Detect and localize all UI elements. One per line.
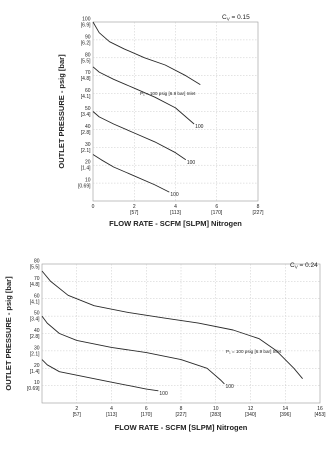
x-tick-label: 10	[213, 406, 219, 412]
x-tick-sub-label: [227]	[252, 210, 264, 216]
y-axis-title: OUTLET PRESSURE - psig [bar]	[4, 276, 13, 391]
y-tick-label: 80	[85, 52, 91, 58]
x-tick-sub-label: [396]	[280, 412, 292, 418]
y-tick-label: 20	[85, 160, 91, 166]
inlet-pressure-annotation: P₁ = 100 psig [6.9 bar] Inlet	[140, 91, 196, 96]
series-end-label-3: 100	[159, 391, 168, 397]
y-tick-sub-label: [2.1]	[30, 351, 40, 357]
x-axis-title: FLOW RATE - SCFM [SLPM] Nitrogen	[109, 219, 242, 228]
y-tick-sub-label: [2.8]	[30, 334, 40, 340]
series-line-3	[41, 359, 159, 392]
y-tick-sub-label: [6.9]	[81, 23, 91, 29]
series-line-2	[41, 315, 225, 385]
y-tick-label: 30	[34, 345, 40, 351]
y-tick-label: 30	[85, 142, 91, 148]
x-tick-sub-label: [113]	[170, 210, 181, 216]
x-tick-label: 6	[215, 204, 218, 210]
x-tick-sub-label: [227]	[175, 412, 187, 418]
series-end-label-2: 100	[225, 384, 234, 390]
y-tick-sub-label: [0.69]	[78, 184, 91, 190]
y-tick-sub-label: [0.69]	[27, 386, 40, 392]
y-tick-sub-label: [4.8]	[81, 76, 91, 82]
x-tick-sub-label: [113]	[106, 412, 117, 418]
y-tick-label: 70	[85, 70, 91, 76]
y-tick-label: 10	[85, 178, 91, 184]
y-tick-label: 50	[85, 106, 91, 112]
x-tick-label: 4	[110, 406, 113, 412]
inlet-pressure-annotation: P₁ = 100 psig [6.9 bar] Inlet	[226, 349, 282, 354]
y-tick-sub-label: [5.5]	[30, 265, 40, 271]
series-line-1	[92, 21, 201, 85]
y-tick-label: 60	[85, 88, 91, 94]
y-tick-sub-label: [4.1]	[30, 299, 40, 305]
series-end-label-4: 100	[170, 192, 179, 198]
y-tick-label: 50	[34, 311, 40, 317]
y-tick-label: 90	[85, 34, 91, 40]
x-tick-sub-label: [170]	[211, 210, 223, 216]
x-tick-label: 0	[92, 204, 95, 210]
x-tick-label: 8	[257, 204, 260, 210]
y-tick-sub-label: [5.5]	[81, 58, 91, 64]
cv-label: CV = 0.15	[222, 14, 250, 22]
series-end-label-2: 100	[195, 124, 204, 130]
y-tick-label: 100	[82, 17, 91, 23]
chart-cv-024-svg: 10[0.69]20[1.4]30[2.1]40[2.8]50[3.4]60[4…	[4, 259, 326, 433]
y-axis-title: OUTLET PRESSURE - psig [bar]	[57, 54, 66, 169]
series-line-3	[92, 111, 187, 161]
x-tick-sub-label: [340]	[245, 412, 257, 418]
chart-cv-015-svg: 10[0.69]20[1.4]30[2.1]40[2.8]50[3.4]60[4…	[57, 14, 264, 228]
x-tick-sub-label: [57]	[73, 412, 82, 418]
y-tick-sub-label: [1.4]	[81, 166, 91, 172]
y-tick-sub-label: [3.4]	[81, 112, 91, 118]
chart-cv-015: 10 [0.69] 20 [1.4] 30 [2.1] 40 [2.8] 50 [3.4] 60 [4…	[57, 14, 264, 228]
x-tick-label: 14	[282, 406, 288, 412]
x-tick-label: 16	[317, 406, 323, 412]
x-tick-label: 2	[75, 406, 78, 412]
y-tick-sub-label: [4.8]	[30, 282, 40, 288]
x-axis-title: FLOW RATE - SCFM [SLPM] Nitrogen	[115, 423, 248, 432]
series-line-2	[92, 66, 195, 125]
x-tick-label: 2	[133, 204, 136, 210]
y-tick-sub-label: [2.8]	[81, 130, 91, 136]
x-tick-sub-label: [453]	[314, 412, 326, 418]
cv-label: CV = 0.24	[290, 262, 318, 270]
series-end-label-3: 100	[187, 160, 196, 166]
y-tick-sub-label: [4.1]	[81, 94, 91, 100]
x-tick-label: 12	[248, 406, 254, 412]
y-tick-label: 40	[85, 124, 91, 130]
x-tick-label: 6	[145, 406, 148, 412]
chart-cv-024: 10 [0.69] 20 [1.4] 30 [2.1] 40 [2.8] 50 [3.4] 60 [4…	[0, 258, 332, 455]
y-tick-sub-label: [1.4]	[30, 369, 40, 375]
x-tick-sub-label: [170]	[141, 412, 153, 418]
x-tick-label: 8	[180, 406, 183, 412]
y-tick-sub-label: [3.4]	[30, 317, 40, 323]
y-tick-label: 40	[34, 328, 40, 334]
y-tick-label: 10	[34, 380, 40, 386]
y-tick-label: 70	[34, 276, 40, 282]
x-tick-label: 4	[174, 204, 177, 210]
series-line-1	[41, 270, 303, 379]
series-line-4	[92, 154, 170, 193]
x-tick-sub-label: [57]	[130, 210, 139, 216]
x-tick-sub-label: [283]	[210, 412, 222, 418]
y-tick-sub-label: [6.2]	[81, 40, 91, 46]
y-tick-label: 20	[34, 363, 40, 369]
y-tick-label: 60	[34, 293, 40, 299]
y-tick-sub-label: [2.1]	[81, 148, 91, 154]
y-tick-label: 80	[34, 259, 40, 265]
